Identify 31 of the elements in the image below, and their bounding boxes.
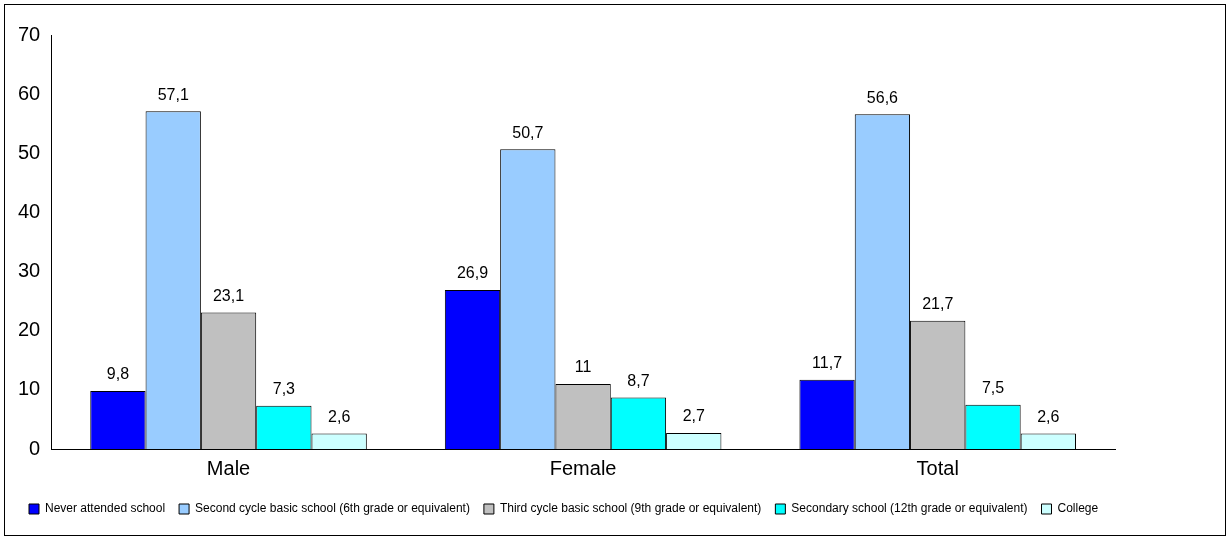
- data-label: 56,6: [866, 88, 899, 106]
- data-label: 9,8: [106, 365, 130, 383]
- data-label: 50,7: [512, 123, 544, 141]
- legend-label: Secondary school (12th grade or equivalent): [791, 501, 1028, 516]
- data-label: 11,7: [812, 354, 843, 372]
- x-tick-label: Male: [206, 456, 251, 479]
- data-label: 23,1: [212, 286, 245, 304]
- y-tick-label: 0: [29, 436, 41, 459]
- y-tick-label: 70: [18, 22, 41, 45]
- x-tick-label: Female: [549, 456, 617, 479]
- x-tick-label: Total: [916, 456, 959, 479]
- data-label: 11: [574, 358, 592, 376]
- data-label: 21,7: [922, 295, 954, 313]
- data-label: 26,9: [456, 264, 489, 282]
- y-tick-label: 20: [18, 318, 41, 341]
- data-label: 2,7: [682, 407, 705, 425]
- y-tick-label: 50: [18, 140, 41, 163]
- legend-label: Second cycle basic school (6th grade or equivalent): [195, 501, 470, 516]
- data-label: 7,3: [272, 380, 296, 398]
- legend-label: College: [1057, 501, 1099, 516]
- y-tick-label: 10: [18, 377, 41, 400]
- legend-label: Never attended school: [45, 501, 166, 516]
- y-tick-label: 40: [18, 199, 41, 222]
- data-label: 2,6: [1037, 408, 1060, 426]
- data-label: 57,1: [157, 85, 189, 103]
- data-label: 7,5: [981, 379, 1005, 397]
- data-label: 2,6: [328, 408, 351, 426]
- y-tick-label: 30: [18, 259, 41, 282]
- y-tick-label: 60: [18, 81, 41, 104]
- legend-label: Third cycle basic school (9th grade or equivalent): [499, 501, 762, 516]
- data-label: 8,7: [627, 371, 650, 389]
